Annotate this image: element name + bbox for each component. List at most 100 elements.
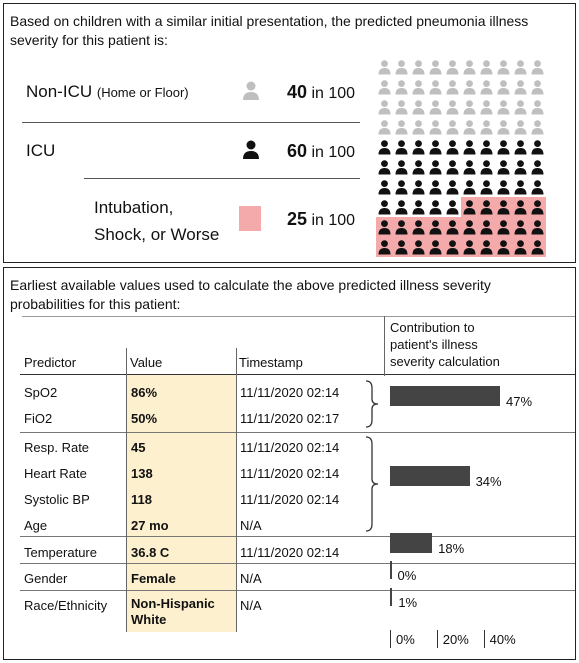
- contribution-header-line3: severity calculation: [390, 354, 500, 369]
- value-heart-rate: 138: [131, 466, 153, 481]
- icu-person-icon: [497, 220, 510, 235]
- non-icu-person-icon: [514, 60, 527, 75]
- icu-person-icon: [514, 180, 527, 195]
- axis-tick-label: 20%: [442, 632, 469, 647]
- icu-person-icon: [243, 140, 259, 159]
- non-icu-person-icon: [446, 80, 459, 95]
- divider: [20, 563, 575, 564]
- icu-person-icon: [429, 220, 442, 235]
- value-race-ethnicity-line1: Non-Hispanic: [131, 596, 215, 611]
- icu-person-icon: [412, 200, 425, 215]
- non-icu-person-icon: [429, 80, 442, 95]
- icu-person-icon: [531, 160, 544, 175]
- icu-person-icon: [429, 180, 442, 195]
- icu-person-icon: [480, 200, 493, 215]
- contribution-label-vitals: 34%: [475, 474, 502, 489]
- non-icu-person-icon: [480, 100, 493, 115]
- non-icu-person-icon: [446, 100, 459, 115]
- intubation-count: 25 in 100: [287, 209, 355, 230]
- non-icu-count: 40 in 100: [287, 82, 355, 103]
- non-icu-person-icon: [531, 120, 544, 135]
- value-temperature: 36.8 C: [131, 545, 170, 560]
- non-icu-person-icon: [446, 60, 459, 75]
- icu-person-icon: [412, 180, 425, 195]
- non-icu-person-icon: [395, 80, 408, 95]
- icu-person-icon: [378, 200, 391, 215]
- icu-person-icon: [497, 160, 510, 175]
- non-icu-person-icon: [378, 80, 391, 95]
- header-rule: [20, 374, 575, 375]
- non-icu-person-icon: [463, 60, 476, 75]
- non-icu-person-icon: [531, 100, 544, 115]
- severity-panel: Based on children with a similar initial…: [3, 3, 576, 263]
- intubation-count-number: 25: [287, 209, 308, 229]
- icu-person-icon: [514, 160, 527, 175]
- divider: [22, 316, 575, 317]
- icu-person-icon: [463, 160, 476, 175]
- value-age: 27 mo: [131, 518, 169, 533]
- value-race-ethnicity-line2: White: [131, 612, 167, 627]
- contribution-header-line1: Contribution to: [390, 320, 475, 335]
- icu-person-icon: [463, 140, 476, 155]
- severity-intro-line2: severity for this patient is:: [10, 32, 168, 48]
- icu-person-icon: [531, 180, 544, 195]
- icu-person-icon: [446, 140, 459, 155]
- icu-person-icon: [395, 220, 408, 235]
- contribution-label-temperature: 18%: [438, 541, 465, 556]
- non-icu-person-icon: [429, 100, 442, 115]
- timestamp-heart-rate: 11/11/2020 02:14: [240, 466, 340, 481]
- predictor-resp-rate: Resp. Rate: [24, 440, 90, 455]
- icu-label-text: ICU: [26, 141, 56, 160]
- icu-person-icon: [429, 140, 442, 155]
- value-column-highlight: [126, 374, 236, 632]
- predictors-panel: Earliest available values used to calcul…: [3, 267, 576, 660]
- axis-tick: [436, 630, 438, 648]
- divider: [20, 536, 575, 537]
- severity-intro-line1: Based on children with a similar initial…: [10, 13, 529, 29]
- predictors-intro: Earliest available values used to calcul…: [10, 276, 491, 314]
- severity-intro: Based on children with a similar initial…: [10, 12, 528, 50]
- icu-person-icon: [480, 140, 493, 155]
- axis-tick: [483, 630, 485, 648]
- predictor-systolic-bp: Systolic BP: [24, 492, 90, 507]
- icu-person-icon: [395, 240, 408, 255]
- contribution-label-spo2-fio2: 47%: [506, 394, 533, 409]
- non-icu-person-icon: [497, 80, 510, 95]
- timestamp-resp-rate: 11/11/2020 02:14: [240, 440, 340, 455]
- icu-person-icon: [480, 220, 493, 235]
- non-icu-person-icon: [395, 100, 408, 115]
- contribution-label-race-ethnicity: 1%: [398, 595, 418, 610]
- icu-person-icon: [395, 160, 408, 175]
- predictor-spo2: SpO2: [24, 385, 58, 400]
- icu-person-icon: [395, 140, 408, 155]
- non-icu-person-icon: [378, 60, 391, 75]
- contribution-bar-vitals: [390, 466, 470, 486]
- predictor-race-ethnicity: Race/Ethnicity: [24, 598, 108, 613]
- predictor-heart-rate: Heart Rate: [24, 466, 87, 481]
- icon-array: [376, 57, 547, 257]
- non-icu-person-icon: [531, 60, 544, 75]
- icu-person-icon: [446, 240, 459, 255]
- intubation-color-swatch: [239, 206, 261, 231]
- icu-person-icon: [480, 180, 493, 195]
- non-icu-count-number: 40: [287, 82, 308, 102]
- non-icu-person-icon: [243, 81, 259, 100]
- icu-person-icon: [446, 200, 459, 215]
- icu-person-icon: [378, 180, 391, 195]
- intubation-label-line1: Intubation,: [94, 198, 174, 217]
- axis-tick: [390, 630, 391, 648]
- intubation-label: Intubation, Shock, or Worse: [94, 194, 219, 248]
- non-icu-person-icon: [446, 120, 459, 135]
- non-icu-person-icon: [480, 80, 493, 95]
- icu-person-icon: [429, 240, 442, 255]
- non-icu-label: Non-ICU (Home or Floor): [26, 82, 189, 102]
- predictors-intro-line2: probabilities for this patient:: [10, 296, 181, 312]
- icu-person-icon: [497, 200, 510, 215]
- icu-person-icon: [463, 180, 476, 195]
- timestamp-age: N/A: [240, 518, 262, 533]
- axis-tick-label: 40%: [489, 632, 516, 647]
- timestamp-temperature: 11/11/2020 02:14: [240, 545, 340, 560]
- icu-person-icon: [395, 180, 408, 195]
- intubation-count-unit: in 100: [311, 212, 356, 229]
- non-icu-person-icon: [480, 120, 493, 135]
